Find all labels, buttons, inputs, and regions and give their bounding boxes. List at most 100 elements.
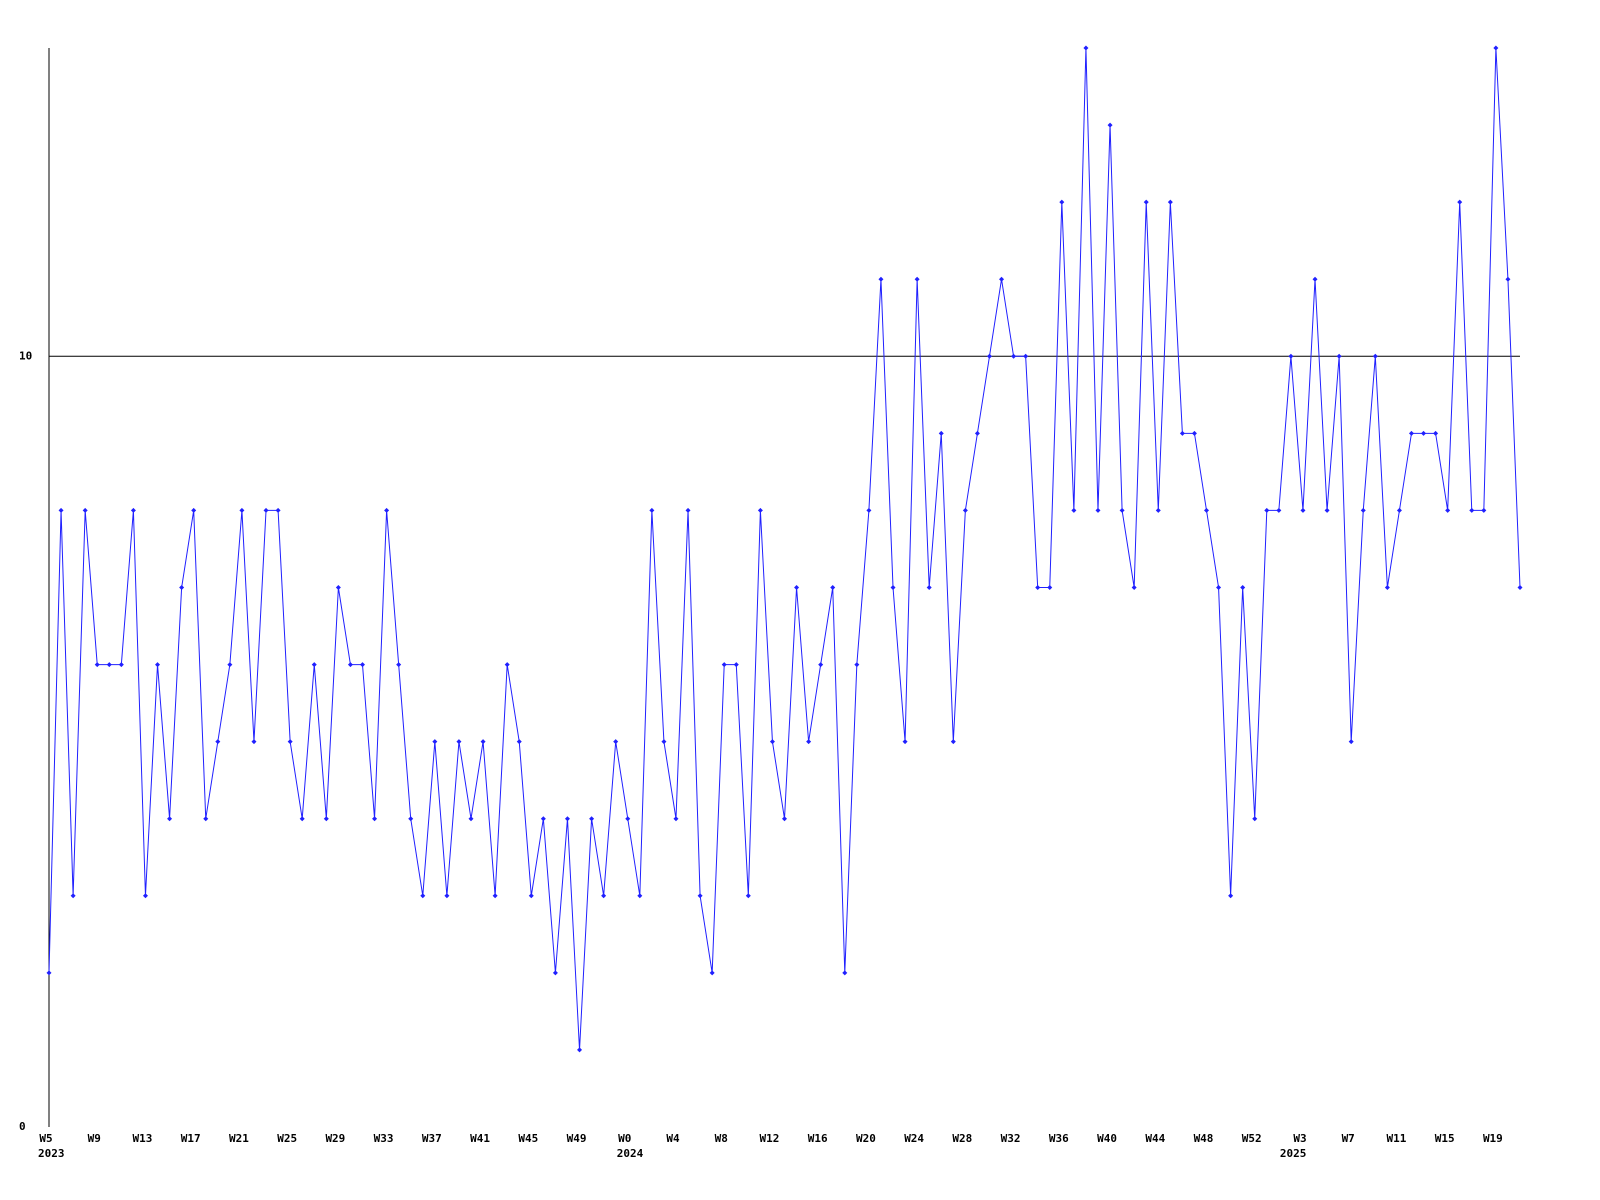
point-marker xyxy=(1264,507,1270,513)
point-marker xyxy=(408,816,414,822)
point-marker xyxy=(384,507,390,513)
point-marker xyxy=(215,739,221,745)
point-marker xyxy=(1155,507,1161,513)
point-marker xyxy=(323,816,329,822)
point-marker xyxy=(1011,353,1017,359)
point-marker xyxy=(613,739,619,745)
point-marker xyxy=(854,662,860,668)
point-marker xyxy=(167,816,173,822)
point-marker xyxy=(1252,816,1258,822)
x-tick-label: W13 xyxy=(133,1132,153,1145)
x-tick-label: W5 xyxy=(39,1132,52,1145)
point-marker xyxy=(938,430,944,436)
point-marker xyxy=(950,739,956,745)
point-marker xyxy=(239,507,245,513)
point-marker xyxy=(456,739,462,745)
point-marker xyxy=(1228,893,1234,899)
point-marker xyxy=(866,507,872,513)
point-marker xyxy=(1384,585,1390,590)
point-marker xyxy=(1071,507,1077,513)
point-marker xyxy=(1408,430,1414,436)
point-marker xyxy=(697,893,703,899)
point-marker xyxy=(1517,585,1523,590)
point-marker xyxy=(1059,199,1065,205)
x-tick-label: W48 xyxy=(1194,1132,1214,1145)
x-tick-label: W32 xyxy=(1001,1132,1021,1145)
x-tick-label: W12 xyxy=(760,1132,780,1145)
point-marker xyxy=(1505,276,1511,282)
year-label: 2024 xyxy=(617,1147,644,1160)
x-tick-label: W45 xyxy=(518,1132,538,1145)
x-tick-label: W19 xyxy=(1483,1132,1503,1145)
point-marker xyxy=(142,893,148,899)
point-marker xyxy=(420,893,426,899)
point-marker xyxy=(251,739,257,745)
x-tick-label: W8 xyxy=(715,1132,728,1145)
point-marker xyxy=(299,816,305,822)
point-marker xyxy=(1276,507,1282,513)
point-marker xyxy=(359,662,365,668)
x-tick-label: W37 xyxy=(422,1132,442,1145)
point-marker xyxy=(504,662,510,668)
point-marker xyxy=(1119,507,1125,513)
x-tick-label: W44 xyxy=(1145,1132,1165,1145)
point-marker xyxy=(673,816,679,822)
point-marker xyxy=(999,276,1005,282)
point-marker xyxy=(1095,507,1101,513)
x-tick-label: W3 xyxy=(1293,1132,1306,1145)
point-marker xyxy=(1047,585,1053,590)
point-marker xyxy=(191,507,197,513)
point-marker xyxy=(601,893,607,899)
point-marker xyxy=(926,585,932,590)
point-marker xyxy=(1421,430,1427,436)
point-marker xyxy=(1300,507,1306,513)
point-marker xyxy=(685,507,691,513)
x-tick-label: W28 xyxy=(952,1132,972,1145)
point-marker xyxy=(287,739,293,745)
point-marker xyxy=(914,276,920,282)
point-marker xyxy=(444,893,450,899)
point-marker xyxy=(118,662,124,668)
point-marker xyxy=(82,507,88,513)
point-marker xyxy=(625,816,631,822)
x-tick-label: W9 xyxy=(88,1132,101,1145)
point-marker xyxy=(962,507,968,513)
x-tick-label: W0 xyxy=(618,1132,631,1145)
point-marker xyxy=(1336,353,1342,359)
point-marker xyxy=(782,816,787,822)
point-marker xyxy=(1167,199,1173,205)
point-marker xyxy=(564,816,570,822)
x-tick-label: W4 xyxy=(666,1132,680,1145)
point-marker xyxy=(1445,507,1451,513)
point-marker xyxy=(432,739,438,745)
point-marker xyxy=(396,662,402,668)
point-marker xyxy=(1457,199,1463,205)
point-marker xyxy=(1240,585,1246,590)
point-marker xyxy=(1372,353,1378,359)
point-marker xyxy=(589,816,595,822)
point-marker xyxy=(818,662,824,668)
point-marker xyxy=(480,739,486,745)
point-marker xyxy=(830,585,836,590)
point-marker xyxy=(794,585,800,590)
x-tick-label: W24 xyxy=(904,1132,924,1145)
x-tick-label: W52 xyxy=(1242,1132,1262,1145)
x-tick-label: W21 xyxy=(229,1132,249,1145)
point-marker xyxy=(46,970,52,976)
point-marker xyxy=(1312,276,1318,282)
point-marker xyxy=(1481,507,1487,513)
point-marker xyxy=(1143,199,1149,205)
point-marker xyxy=(1191,430,1197,436)
x-tick-label: W29 xyxy=(325,1132,345,1145)
year-label: 2025 xyxy=(1280,1147,1307,1160)
point-marker xyxy=(1216,585,1222,590)
y-tick-label: 10 xyxy=(19,349,32,362)
point-marker xyxy=(745,893,751,899)
point-marker xyxy=(70,893,76,899)
point-marker xyxy=(263,507,269,513)
point-marker xyxy=(757,507,763,513)
point-marker xyxy=(1433,430,1439,436)
point-marker xyxy=(661,739,667,745)
point-marker xyxy=(528,893,534,899)
point-marker xyxy=(842,970,848,976)
